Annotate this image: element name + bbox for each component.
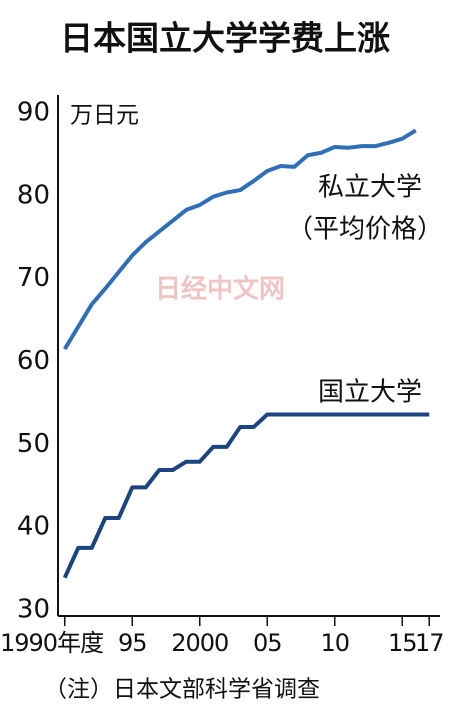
x-tick-label: 1990年度 bbox=[0, 629, 104, 657]
series-label: 私立大学 bbox=[318, 173, 422, 203]
chart-title: 日本国立大学学费上涨 bbox=[60, 19, 390, 58]
note: （注）日本文部科学省调查 bbox=[44, 677, 320, 703]
y-tick-label: 40 bbox=[17, 512, 50, 542]
y-tick-label: 60 bbox=[17, 346, 50, 376]
series-label: 国立大学 bbox=[318, 378, 422, 408]
y-axis-unit: 万日元 bbox=[70, 103, 139, 129]
x-tick-label: 15 bbox=[388, 629, 417, 657]
series-label: （平均价格） bbox=[287, 215, 443, 245]
series-line bbox=[62, 412, 430, 579]
y-tick-label: 50 bbox=[17, 429, 50, 459]
watermark: 日经中文网 bbox=[155, 274, 285, 305]
series-line bbox=[63, 128, 417, 351]
y-tick-label: 70 bbox=[17, 263, 50, 293]
y-tick-label: 90 bbox=[17, 98, 50, 128]
x-tick-label: 05 bbox=[253, 629, 282, 657]
x-tick-label: 95 bbox=[118, 629, 147, 657]
y-tick-label: 80 bbox=[17, 180, 50, 210]
x-tick-label: 2000 bbox=[171, 629, 228, 657]
x-tick-label: 10 bbox=[320, 629, 349, 657]
y-tick-label: 30 bbox=[17, 595, 50, 625]
x-tick-label: 17 bbox=[415, 629, 444, 657]
